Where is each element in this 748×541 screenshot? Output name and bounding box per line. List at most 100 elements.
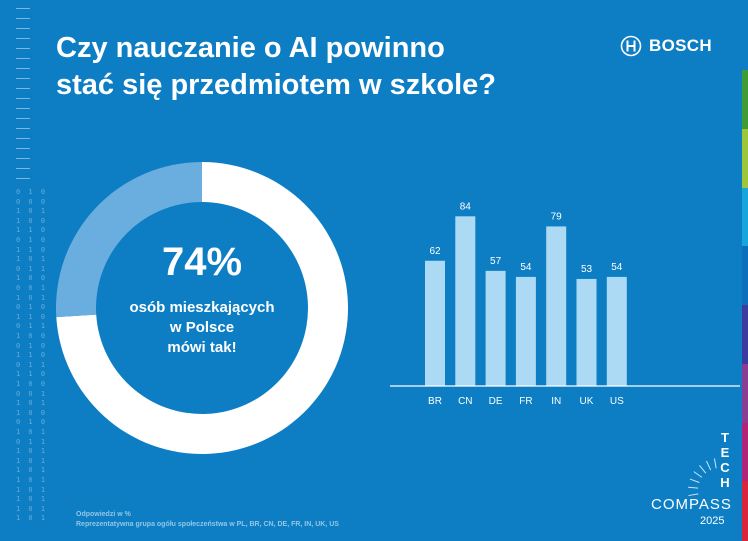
dial-tick: [706, 460, 712, 471]
binary-digits: 0 1 1: [16, 264, 48, 273]
binary-dash: [16, 78, 30, 79]
binary-digits: 1 0 1: [16, 514, 48, 523]
binary-digits: 0 1 0: [16, 188, 48, 196]
bar-value-label: 57: [490, 256, 502, 267]
band-segment: [742, 187, 748, 248]
binary-dash: [16, 8, 30, 9]
binary-digits: 1 0 1: [16, 466, 48, 475]
binary-dash: [16, 28, 30, 29]
dial-tick: [689, 478, 700, 483]
binary-digits: 0 0 1: [16, 389, 48, 398]
footnote-line-1: Odpowiedzi w %: [76, 511, 131, 518]
dial-tick: [693, 471, 703, 478]
bar-de: [485, 270, 506, 386]
binary-digits: 0 1 1: [16, 437, 48, 446]
binary-dash: [16, 108, 30, 109]
donut-slice-rest: [56, 162, 202, 318]
binary-dash: [16, 58, 30, 59]
binary-digits: 1 0 1: [16, 255, 48, 264]
year-label: 2025: [700, 515, 725, 527]
binary-digits: 1 1 0: [16, 312, 48, 321]
binary-dash: [16, 68, 30, 69]
page-title: Czy nauczanie o AI powinno stać się prze…: [56, 30, 596, 104]
band-segment: [742, 363, 748, 424]
binary-digits: 1 0 1: [16, 399, 48, 408]
bar-br: [425, 260, 445, 386]
binary-digits: 1 1 0: [16, 370, 48, 379]
binary-digits: 1 1 0: [16, 226, 48, 235]
binary-digits: 0 1 0: [16, 236, 48, 244]
title-line-1: Czy nauczanie o AI powinno: [56, 32, 445, 64]
band-segment: [742, 305, 748, 365]
binary-dash: [16, 118, 30, 119]
binary-digits: 1 0 1: [16, 428, 48, 436]
band-segment: [742, 246, 748, 306]
binary-dash: [16, 38, 30, 39]
tech-letter: C: [720, 460, 730, 475]
caption-line-2: w Polsce: [169, 319, 235, 336]
binary-digits: 0 1 0: [16, 341, 48, 350]
binary-digits: 1 0 1: [16, 504, 48, 513]
binary-dash: [16, 48, 30, 49]
band-segment: [742, 70, 748, 130]
caption-line-1: osób mieszkających: [129, 299, 275, 316]
bar-in: [546, 226, 567, 386]
binary-dash: [16, 168, 30, 169]
binary-digits: 1 0 0: [16, 408, 48, 417]
bar-uk: [576, 278, 597, 386]
binary-digits: 0 1 0: [16, 418, 48, 427]
binary-dash: [16, 98, 30, 99]
dial-tick: [688, 493, 699, 497]
tech-letter: T: [721, 430, 729, 445]
category-label: FR: [519, 396, 532, 407]
bar-value-label: 62: [429, 246, 441, 257]
footnote: Odpowiedzi w % Reprezentatywna grupa ogó…: [76, 510, 339, 530]
bar-cn: [455, 216, 476, 386]
binary-dash: [16, 148, 30, 149]
band-segment: [742, 128, 748, 189]
tech-letter: H: [720, 475, 730, 490]
binary-digits: 1 0 1: [16, 207, 48, 216]
title-line-2: stać się przedmiotem w szkole?: [56, 69, 496, 101]
binary-digits: 1 0 0: [16, 274, 48, 283]
binary-dash: [16, 18, 30, 19]
binary-digits: 0 1 1: [16, 322, 48, 331]
bar-chart: 62 BR 84 CN 57 DE 54 FR 79 IN 53 UK 54 US: [390, 201, 740, 407]
category-label: CN: [458, 396, 472, 407]
donut-chart: [56, 162, 348, 454]
binary-digits: 0 1 1: [16, 360, 48, 369]
binary-digits: 0 1 0: [16, 303, 48, 312]
binary-digits: 1 0 0: [16, 332, 48, 340]
brand-name: BOSCH: [649, 36, 712, 55]
bar-value-label: 53: [581, 264, 593, 275]
binary-digits: 1 0 1: [16, 293, 48, 302]
binary-digits: 1 0 1: [16, 485, 48, 494]
binary-digits: 0 0 1: [16, 284, 48, 292]
bar-value-label: 54: [520, 262, 532, 273]
dial-tick: [699, 465, 707, 474]
category-label: DE: [489, 396, 503, 407]
bar-us: [606, 276, 627, 386]
binary-dash: [16, 178, 30, 179]
band-segment: [742, 481, 748, 541]
binary-digits: 1 0 1: [16, 447, 48, 456]
binary-digits: 0 0 0: [16, 197, 48, 206]
band-segment: [742, 422, 748, 483]
donut-caption: osób mieszkających w Polsce mówi tak!: [129, 298, 274, 358]
binary-digits: 1 0 1: [16, 476, 48, 484]
bosch-armature-icon: [620, 35, 642, 57]
category-label: BR: [428, 396, 442, 407]
binary-digits: 1 1 0: [16, 351, 48, 360]
donut-percent: 74%: [161, 240, 243, 284]
bar-value-label: 84: [460, 201, 472, 212]
footnote-line-2: Reprezentatywna grupa ogółu społeczeństw…: [76, 521, 339, 528]
compass-dial-icon: [688, 458, 717, 497]
caption-line-3: mówi tak!: [167, 339, 237, 356]
binary-dash: [16, 88, 30, 89]
compass-wordmark: COMPASS: [651, 496, 732, 513]
dial-tick: [713, 458, 717, 469]
binary-digits: 1 0 0: [16, 380, 48, 388]
category-label: US: [610, 396, 624, 407]
